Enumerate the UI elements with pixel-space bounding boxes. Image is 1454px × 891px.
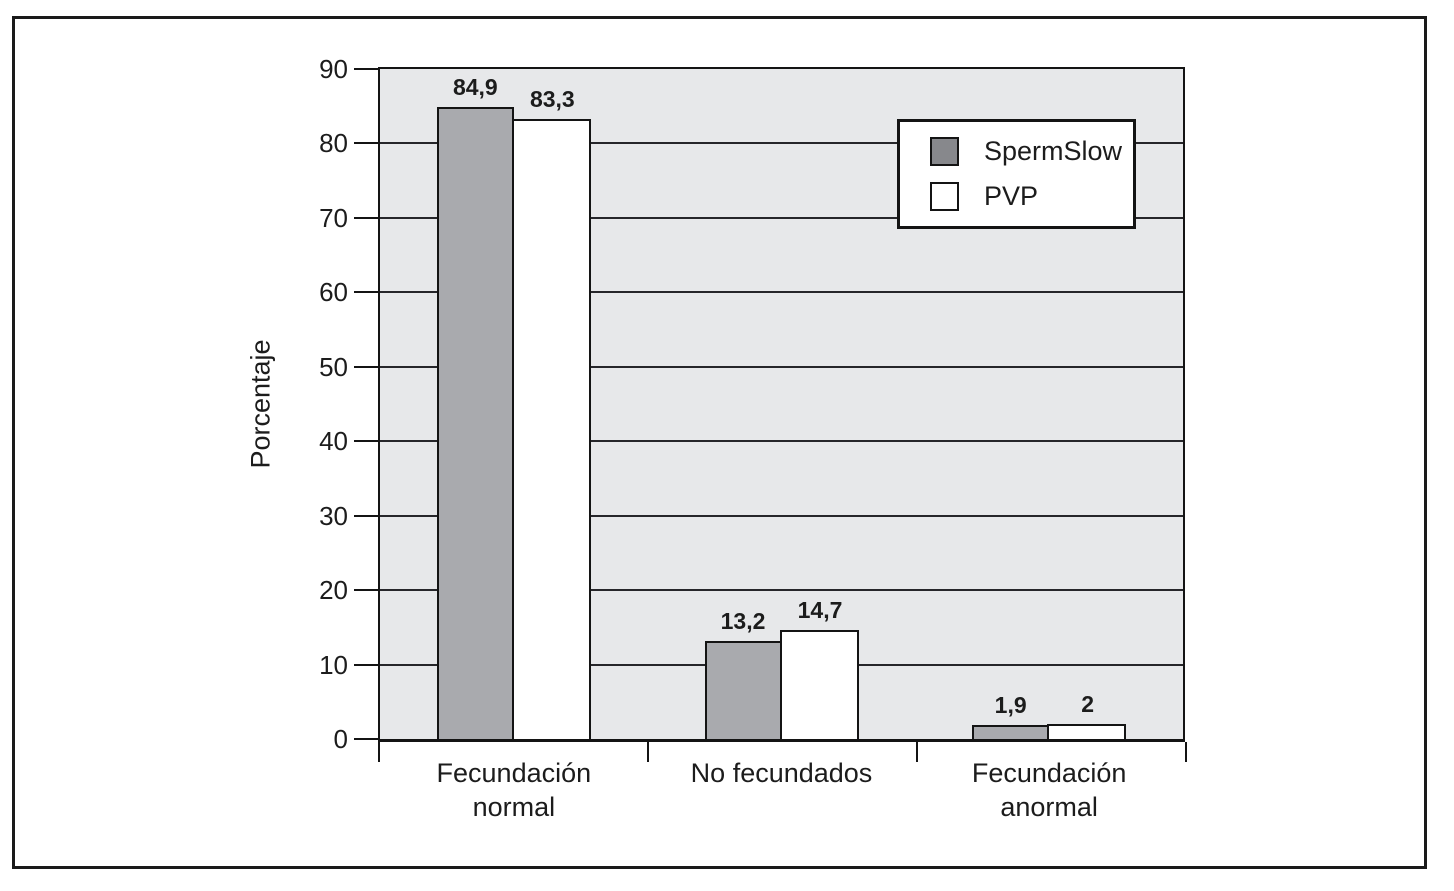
y-tick-label: 10 (319, 649, 348, 680)
bar-value-label: 13,2 (720, 607, 766, 634)
x-tick-mark (378, 742, 380, 762)
bar-pvp (779, 629, 859, 739)
spermslow-swatch-icon (930, 137, 959, 167)
gridline (380, 291, 1183, 294)
y-tick-mark (354, 142, 378, 145)
y-tick-mark (354, 738, 378, 740)
y-tick-label: 90 (319, 54, 348, 84)
bar-pvp (1047, 724, 1127, 739)
y-tick-label: 50 (319, 351, 348, 382)
gridline (380, 216, 1183, 219)
bar-value-label: 1,9 (994, 691, 1027, 718)
x-tick-mark (1185, 742, 1187, 762)
y-tick-label: 40 (319, 426, 348, 457)
legend-label-pvp: PVP (984, 180, 1039, 211)
y-tick-label: 80 (319, 128, 348, 159)
bar-pvp (511, 118, 591, 739)
bar-spermslow (972, 724, 1050, 739)
gridline (380, 440, 1183, 443)
y-tick-mark (354, 663, 378, 666)
bar-value-label: 14,7 (797, 596, 843, 623)
bar-value-label: 83,3 (529, 85, 575, 112)
y-tick-mark (354, 514, 378, 517)
gridline (380, 514, 1183, 517)
y-tick-label: 70 (319, 202, 348, 233)
x-tick-mark (647, 742, 649, 762)
y-tick-mark (354, 365, 378, 368)
y-tick-mark (354, 291, 378, 294)
y-tick-label: 20 (319, 575, 348, 606)
legend-item-pvp: PVP (930, 180, 1133, 211)
x-tick-mark (916, 742, 918, 762)
bar-spermslow (436, 106, 514, 739)
bar-value-label: 84,9 (452, 73, 498, 100)
bar-spermslow (704, 640, 782, 739)
category-label: No fecundados (690, 758, 873, 788)
y-tick-mark (354, 589, 378, 592)
category-label: Fecundación normal (436, 758, 592, 822)
bar-value-label: 2 (1081, 691, 1095, 718)
gridline (380, 142, 1183, 145)
y-tick-label: 60 (319, 277, 348, 308)
legend: SpermSlow PVP (897, 119, 1136, 229)
pvp-swatch-icon (930, 181, 959, 211)
y-tick-label: 0 (333, 724, 348, 754)
y-tick-label: 30 (319, 500, 348, 531)
category-label: Fecundación anormal (971, 758, 1127, 822)
y-tick-mark (354, 216, 378, 219)
y-tick-mark (354, 440, 378, 443)
gridline (380, 365, 1183, 368)
y-tick-mark (354, 68, 378, 70)
gridline (380, 589, 1183, 592)
legend-item-spermslow: SpermSlow (930, 136, 1133, 167)
legend-label-spermslow: SpermSlow (984, 136, 1123, 167)
